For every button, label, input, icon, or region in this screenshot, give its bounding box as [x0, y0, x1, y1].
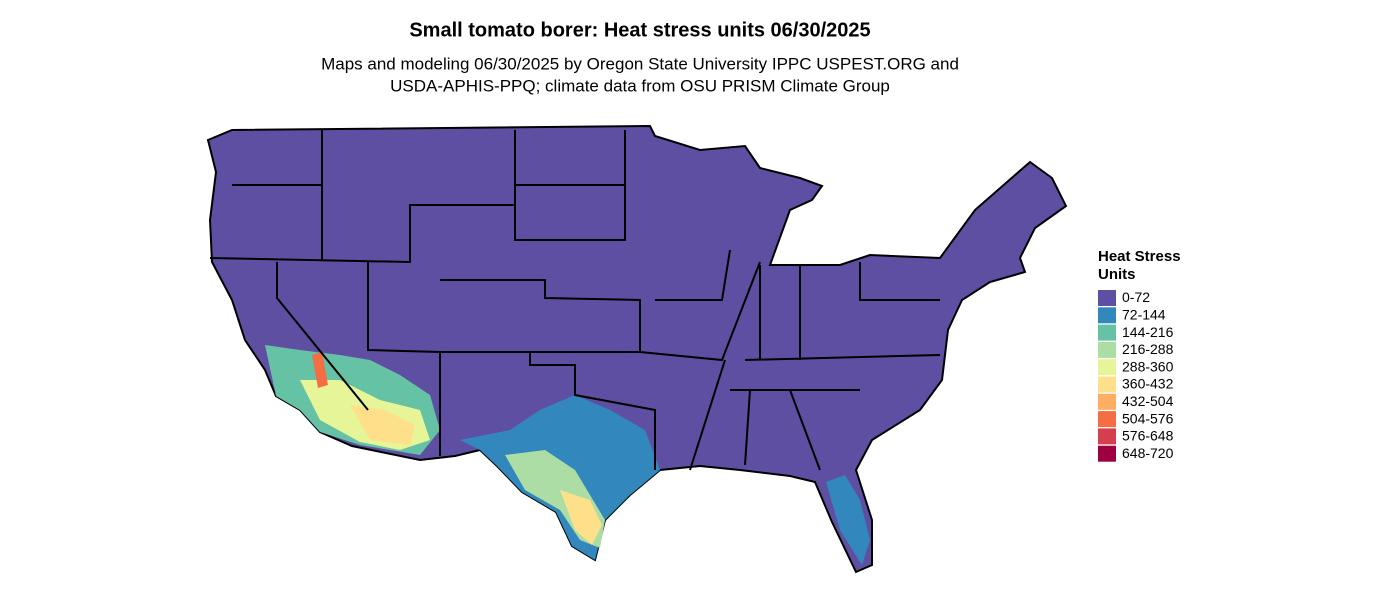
legend-swatch	[1098, 428, 1116, 445]
heat-zone	[350, 405, 415, 445]
heat-zone	[312, 352, 328, 388]
legend-swatch	[1098, 445, 1116, 462]
subtitle: USDA-APHIS-PPQ; climate data from OSU PR…	[390, 76, 890, 95]
legend-label: 432-504	[1122, 393, 1174, 409]
legend-label: 288-360	[1122, 358, 1174, 374]
title: Small tomato borer: Heat stress units 06…	[409, 19, 870, 41]
legend-label: 144-216	[1122, 324, 1174, 340]
legend-swatch	[1098, 324, 1116, 341]
legend-label: 72-144	[1122, 307, 1166, 323]
legend-label: 648-720	[1122, 445, 1174, 461]
heat-zone	[560, 490, 602, 545]
legend: Heat Stress Units 0-72 72-144144-216216-2…	[1098, 248, 1181, 462]
us-map	[206, 124, 1068, 574]
legend-label: 0-72	[1122, 289, 1150, 305]
heat-zone	[826, 475, 870, 565]
legend-label: 360-432	[1122, 376, 1174, 392]
legend-label: 576-648	[1122, 428, 1174, 444]
legend-label: 504-576	[1122, 410, 1174, 426]
legend-swatch	[1098, 376, 1116, 393]
legend-swatch	[1098, 290, 1116, 306]
legend-title: Units	[1098, 266, 1136, 283]
legend-swatch	[1098, 393, 1116, 410]
legend-title: Heat Stress	[1098, 248, 1181, 265]
subtitle: Maps and modeling 06/30/2025 by Oregon S…	[321, 54, 959, 73]
us-outline	[206, 124, 1068, 574]
legend-swatch	[1098, 359, 1116, 376]
legend-swatch	[1098, 411, 1116, 428]
legend-label: 216-288	[1122, 341, 1174, 357]
legend-swatch	[1098, 307, 1116, 324]
state-border	[209, 130, 941, 471]
legend-swatch	[1098, 341, 1116, 358]
